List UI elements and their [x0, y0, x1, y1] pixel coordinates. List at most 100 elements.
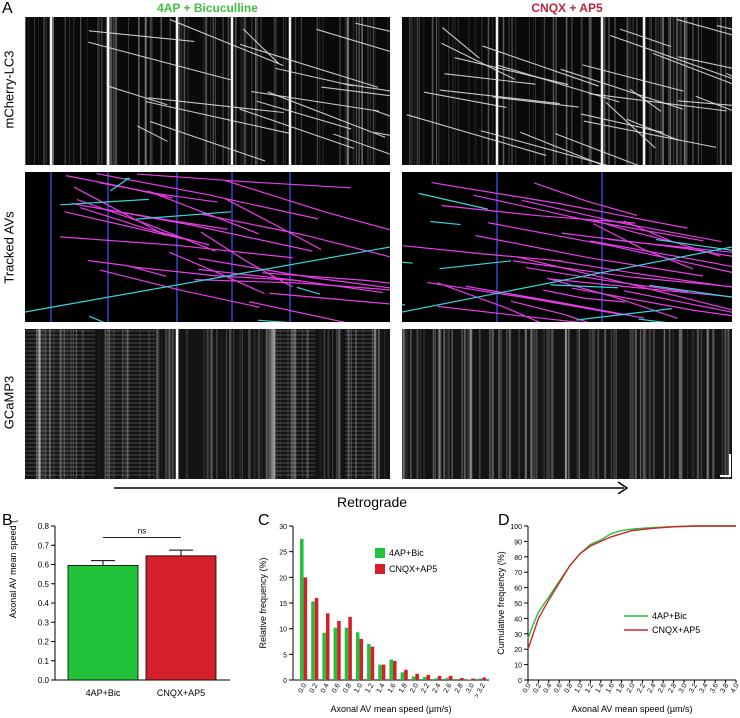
- moving-av-track: [406, 114, 547, 156]
- retrograde-arrow: [114, 481, 629, 494]
- x-tick-label: 2.4: [647, 682, 658, 694]
- anterograde-av-track: [649, 284, 732, 298]
- moving-av-track: [343, 83, 390, 92]
- retrograde-av-track: [71, 202, 313, 252]
- moving-av-track: [242, 28, 279, 64]
- retrograde-av-track: [561, 232, 732, 257]
- anterograde-av-track: [257, 319, 290, 322]
- moving-av-track: [373, 109, 390, 117]
- x-tick-label: 4AP+Bic: [86, 688, 121, 698]
- bar: [422, 676, 427, 680]
- retrograde-av-track: [99, 182, 218, 203]
- anterograde-av-track: [296, 286, 321, 295]
- moving-av-track: [239, 108, 355, 149]
- x-tick-label: 0.0: [297, 682, 308, 694]
- retrograde-av-track: [99, 269, 260, 308]
- anterograde-av-track: [576, 308, 673, 321]
- retrograde-av-track: [512, 260, 732, 288]
- retrograde-av-track: [59, 236, 293, 259]
- y-tick-label: 60: [514, 586, 522, 593]
- retrograde-av-track: [200, 231, 293, 288]
- moving-av-track: [137, 125, 168, 142]
- bar: [460, 677, 464, 680]
- x-tick-label: 2.6: [657, 682, 668, 694]
- cumulative-line: [527, 525, 736, 650]
- bar: [415, 673, 419, 680]
- retrograde-av-track: [465, 285, 645, 319]
- y-axis-label: Cumulative frequency (%): [496, 551, 506, 655]
- x-tick-label: 1.8: [398, 682, 409, 694]
- retrograde-av-track: [488, 222, 732, 273]
- moving-av-track: [169, 19, 284, 66]
- moving-av-track: [439, 89, 560, 105]
- row-label-tracked-avs: Tracked AVs: [1, 211, 17, 284]
- bar: [378, 664, 382, 680]
- x-tick-label: 1.8: [615, 682, 626, 694]
- bar: [434, 678, 438, 680]
- moving-av-track: [554, 133, 639, 165]
- x-axis-label: Axonal AV mean speed (µm/s): [571, 704, 692, 714]
- panel-letter-c: C: [258, 512, 270, 529]
- bar: [411, 676, 416, 680]
- retrograde-av-track: [224, 179, 390, 231]
- bar: [337, 620, 341, 680]
- moving-av-track: [589, 93, 727, 112]
- retrograde-av-track: [76, 199, 216, 252]
- row-label-gcamp3: GCaMP3: [1, 375, 17, 430]
- x-tick-label: 3.0: [465, 682, 476, 694]
- y-tick-label: 0.8: [38, 522, 50, 531]
- bar: [400, 672, 405, 680]
- x-tick-label: 3.4: [699, 682, 710, 694]
- moving-av-track: [423, 91, 507, 108]
- x-tick-label: 0.2: [532, 682, 543, 694]
- retrograde-av-track: [437, 305, 582, 322]
- retrograde-av-track: [402, 245, 563, 262]
- moving-av-track: [610, 35, 732, 80]
- x-tick-label: 0.4: [543, 682, 554, 694]
- moving-av-track: [677, 100, 732, 106]
- moving-av-track: [355, 22, 390, 32]
- x-tick-label: 2.6: [443, 682, 454, 694]
- retrograde-av-track: [202, 213, 390, 258]
- x-tick-label: 1.2: [584, 682, 595, 694]
- y-tick-label: 10: [279, 627, 287, 634]
- chart-c-relative-frequency: 0 5 10 15 20 25 30 0.0 0.2 0.4 0.6 0.8 1.0 1.2 1.4 1.6 1…: [258, 524, 489, 714]
- condition-title-cnqx-ap5: CNQX + AP5: [531, 1, 603, 15]
- moving-av-track: [695, 95, 732, 112]
- retrograde-av-track: [543, 289, 625, 303]
- moving-av-track: [88, 30, 195, 43]
- chart-b-mean-speed: 0.0 0.1 0.2 0.3 0.4 0.5 0.6 0.7 0.8 4AP+Bic CNQX+A…: [8, 520, 230, 698]
- anterograde-av-track: [402, 261, 413, 264]
- x-tick-label: 3.6: [709, 682, 720, 694]
- bar: [478, 678, 483, 680]
- moving-av-track: [619, 28, 671, 47]
- bar: [322, 632, 326, 680]
- x-tick-label: 3.2: [688, 682, 699, 694]
- retrograde-av-track: [431, 181, 688, 229]
- anterograde-av-track: [430, 220, 461, 226]
- tracked-avs-4ap: [25, 172, 390, 322]
- x-tick-label: 3.8: [719, 682, 730, 694]
- significance-label: ns: [138, 527, 146, 536]
- y-tick-label: 0.4: [38, 599, 50, 608]
- bar: [445, 677, 449, 680]
- y-tick-label: 0.0: [38, 676, 50, 685]
- bar: [448, 675, 453, 680]
- retrograde-av-track: [590, 240, 732, 268]
- legend-swatch: [375, 548, 385, 558]
- anterograde-av-track: [136, 211, 232, 220]
- bar: [456, 678, 461, 680]
- retrograde-av-track: [592, 223, 694, 270]
- x-tick-label: 2.4: [432, 682, 443, 694]
- y-tick-label: 0.2: [38, 638, 50, 647]
- bar: [333, 627, 338, 680]
- moving-av-track: [333, 133, 390, 155]
- x-tick-label: 2.0: [626, 682, 637, 694]
- kymograph-lc3-cnqx: [402, 17, 732, 165]
- bar: [314, 597, 319, 680]
- retrograde-av-track: [80, 207, 210, 246]
- scale-bar: [720, 454, 731, 477]
- retrograde-av-track: [136, 173, 351, 189]
- moving-av-track: [482, 45, 599, 87]
- moving-av-track: [87, 41, 232, 81]
